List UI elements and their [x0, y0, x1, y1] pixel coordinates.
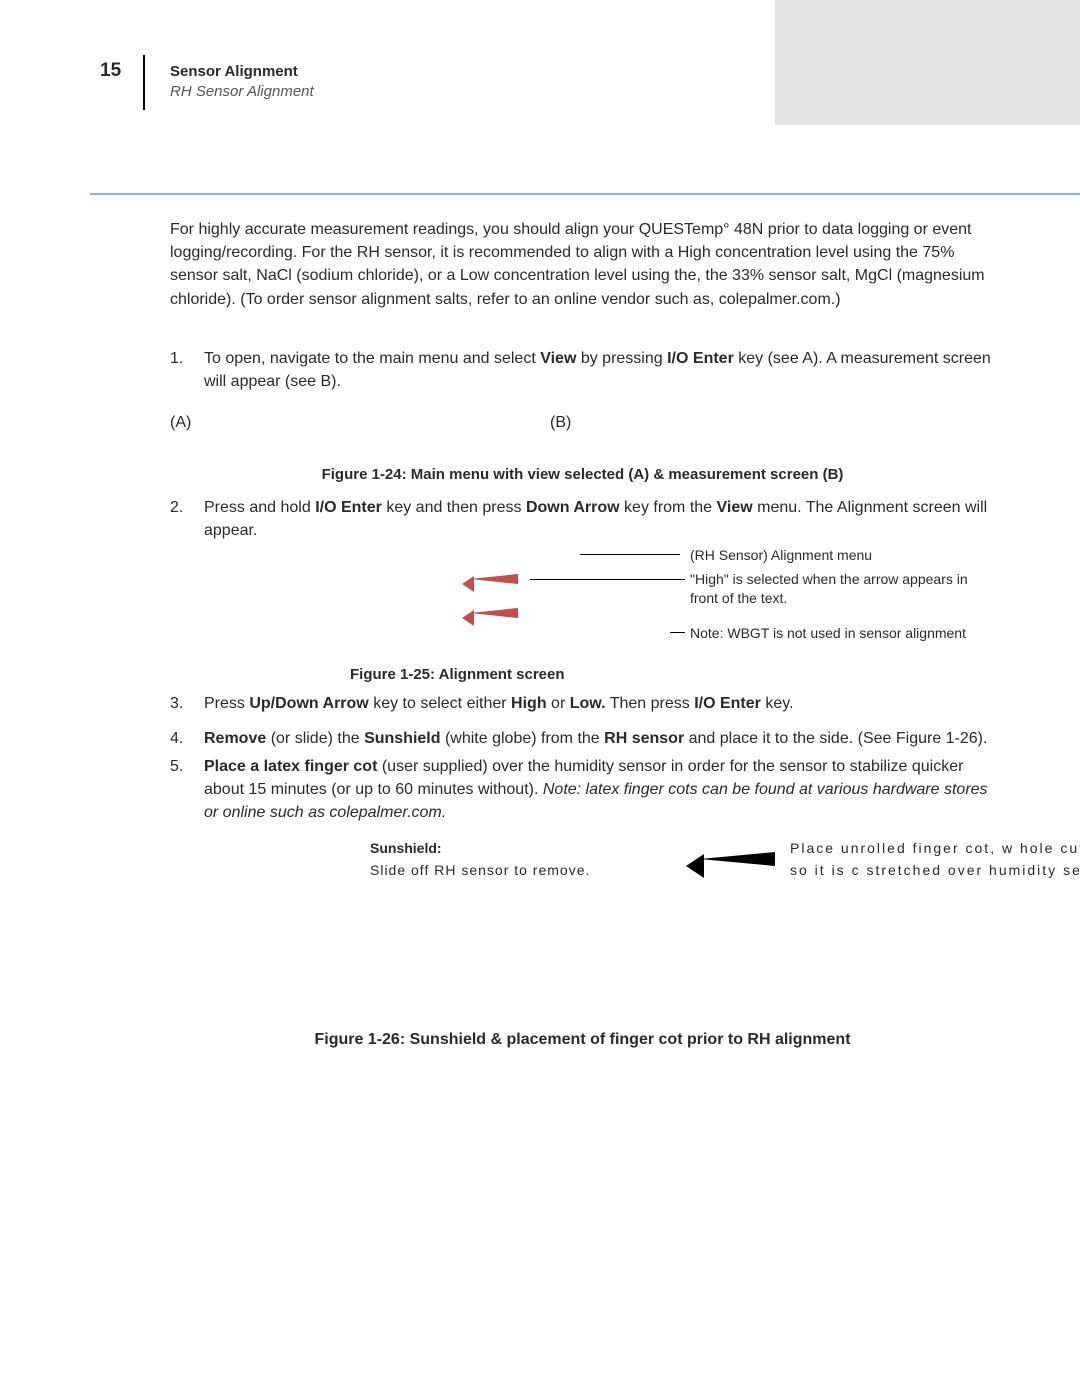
step-1-text-a: To open, navigate to the main menu and s… — [204, 350, 540, 367]
figure-1-26-caption: Figure 1-26: Sunshield & placement of fi… — [170, 1028, 995, 1051]
diagram-label-1: (RH Sensor) Alignment menu — [690, 546, 872, 565]
s3g: Then press — [606, 695, 695, 712]
top-band — [775, 0, 1080, 125]
step-num: 5. — [170, 755, 204, 825]
figure-1-24-caption: Figure 1-24: Main menu with view selecte… — [170, 464, 995, 486]
s2c: key and then press — [382, 499, 526, 516]
diagram-label-2: "High" is selected when the arrow appear… — [690, 570, 980, 608]
s4d: (white globe) from the — [441, 730, 605, 747]
s2d: Down Arrow — [526, 499, 620, 516]
big-arrow — [700, 852, 775, 866]
s2e: key from the — [620, 499, 717, 516]
label-b: (B) — [550, 411, 930, 434]
sunshield-title: Sunshield: — [370, 840, 442, 856]
step-num: 4. — [170, 727, 204, 750]
diagram-label-3: Note: WBGT is not used in sensor alignme… — [690, 624, 966, 643]
s3e: or — [547, 695, 570, 712]
step-5: 5. Place a latex finger cot (user suppli… — [170, 755, 995, 825]
section-rule — [90, 155, 1080, 195]
s4e: RH sensor — [604, 730, 684, 747]
header-subtitle: RH Sensor Alignment — [170, 83, 314, 100]
s4b: (or slide) the — [266, 730, 364, 747]
step-num: 3. — [170, 692, 204, 715]
header-title: Sensor Alignment — [170, 63, 298, 80]
step-num: 2. — [170, 496, 204, 542]
s4a: Remove — [204, 730, 266, 747]
arrow-2 — [470, 608, 518, 618]
ab-labels: (A) (B) — [170, 411, 995, 434]
s2b: I/O Enter — [315, 499, 382, 516]
header-divider — [143, 55, 145, 110]
sunshield-body: Slide off RH sensor to remove. — [370, 862, 590, 878]
s2f: View — [717, 499, 753, 516]
s3d: High — [511, 695, 547, 712]
s3h: I/O Enter — [694, 695, 761, 712]
step-1: 1. To open, navigate to the main menu an… — [170, 347, 995, 393]
s3b: Up/Down Arrow — [249, 695, 368, 712]
s2a: Press and hold — [204, 499, 315, 516]
finger-cot-label: Place unrolled finger cot, w hole cut in… — [790, 838, 1080, 881]
step-1-view: View — [540, 350, 576, 367]
step-4: 4. Remove (or slide) the Sunshield (whit… — [170, 727, 995, 750]
lead-line-2 — [530, 579, 685, 580]
s3f: Low. — [570, 695, 606, 712]
body-column: For highly accurate measurement readings… — [170, 218, 995, 1051]
page-number: 15 — [100, 60, 121, 82]
s3a: Press — [204, 695, 249, 712]
lead-line-3 — [670, 632, 685, 633]
step-2: 2. Press and hold I/O Enter key and then… — [170, 496, 995, 542]
step-3: 3. Press Up/Down Arrow key to select eit… — [170, 692, 995, 715]
intro-paragraph: For highly accurate measurement readings… — [170, 218, 995, 311]
step-1-text-c: by pressing — [576, 350, 667, 367]
lead-line-1 — [580, 554, 680, 555]
s3i: key. — [761, 695, 794, 712]
step-num: 1. — [170, 347, 204, 393]
s4f: and place it to the side. (See Figure 1-… — [684, 730, 987, 747]
sunshield-diagram: Sunshield: Slide off RH sensor to remove… — [370, 838, 995, 918]
label-a: (A) — [170, 411, 550, 434]
s4c: Sunshield — [364, 730, 440, 747]
figure-1-25-caption: Figure 1-25: Alignment screen — [350, 664, 995, 686]
s5a: Place a latex finger cot — [204, 758, 377, 775]
arrow-1 — [470, 574, 518, 584]
s3c: key to select either — [369, 695, 511, 712]
step-1-enter: I/O Enter — [667, 350, 734, 367]
alignment-diagram: (RH Sensor) Alignment menu "High" is sel… — [210, 546, 995, 656]
